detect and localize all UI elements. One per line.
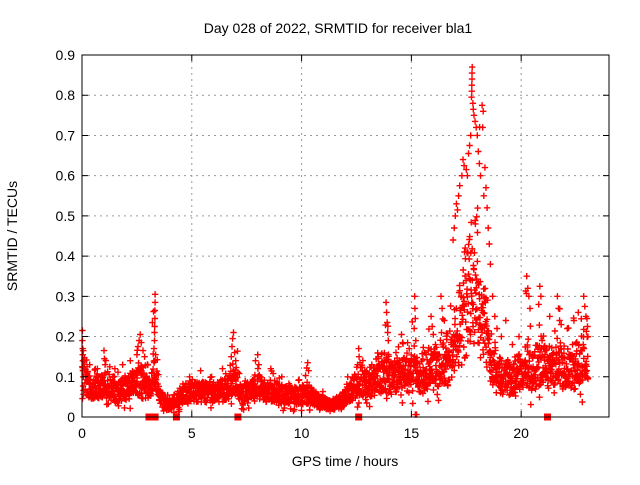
tick-marks: [81, 54, 609, 418]
y-tick-label: 0.3: [56, 288, 76, 304]
chart-title: Day 028 of 2022, SRMTID for receiver bla…: [204, 20, 473, 36]
y-tick-label: 0.6: [56, 168, 76, 184]
x-tick-label: 0: [78, 425, 86, 441]
y-axis-label: SRMTID / TECUs: [4, 181, 20, 291]
y-tick-label: 0.7: [56, 127, 76, 143]
y-tick-label: 0.2: [56, 329, 76, 345]
y-tick-label: 0.4: [56, 248, 76, 264]
y-tick-label: 0.1: [56, 369, 76, 385]
x-tick-label: 20: [513, 425, 529, 441]
y-tick-label: 0.5: [56, 208, 76, 224]
x-tick-label: 10: [294, 425, 310, 441]
y-tick-label: 0.9: [56, 47, 76, 63]
x-axis-label: GPS time / hours: [292, 453, 399, 469]
axes-and-ticks: [81, 54, 610, 418]
x-tick-label: 5: [188, 425, 196, 441]
tick-labels: 0 0.1 0.2 0.3 0.4 0.5 0.6 0.7 0.8 0.9 0 5 10 15 20: [56, 47, 530, 441]
y-tick-label: 0.8: [56, 87, 76, 103]
x-tick-label: 15: [404, 425, 420, 441]
y-tick-label: 0: [67, 409, 75, 425]
